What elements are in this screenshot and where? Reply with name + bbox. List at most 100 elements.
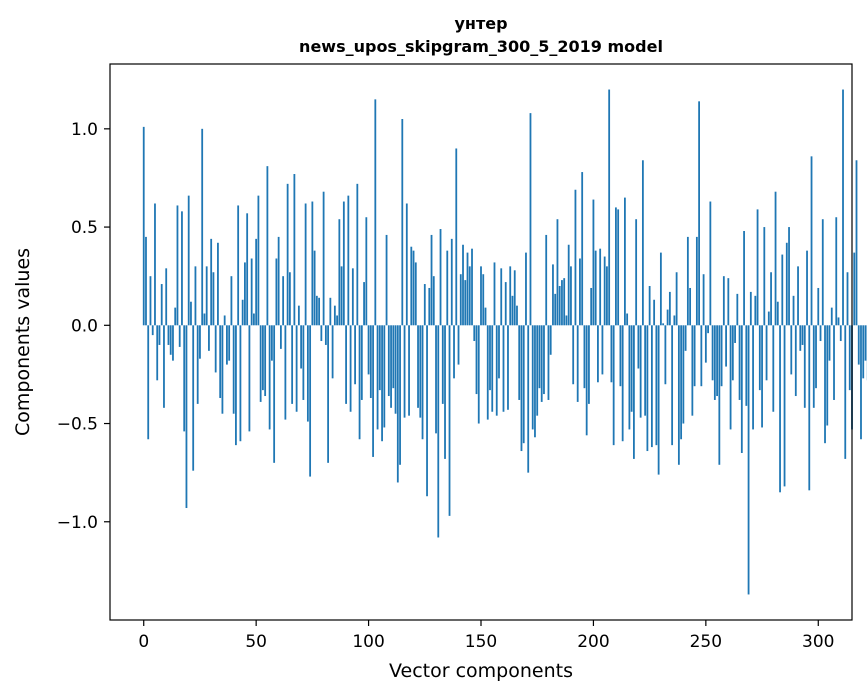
- bar-225: [648, 286, 651, 326]
- y-axis-label: Components values: [12, 248, 34, 436]
- bar-140: [457, 325, 460, 365]
- bar-48: [250, 258, 253, 326]
- bar-44: [241, 299, 244, 326]
- bar-304: [826, 325, 829, 426]
- bar-266: [740, 325, 743, 453]
- bar-84: [331, 325, 334, 379]
- bar-301: [819, 325, 822, 342]
- bar-263: [734, 325, 736, 343]
- bar-152: [484, 307, 487, 326]
- bar-234: [668, 291, 671, 326]
- bar-73: [306, 325, 309, 422]
- bar-91: [347, 195, 350, 326]
- bar-254: [713, 325, 716, 400]
- bar-179: [545, 234, 548, 326]
- bar-210: [615, 207, 617, 326]
- bar-53: [262, 325, 264, 391]
- bar-206: [606, 266, 608, 326]
- bar-183: [554, 293, 557, 326]
- bar-260: [727, 278, 730, 326]
- bar-287: [788, 227, 790, 326]
- bar-39: [230, 276, 233, 326]
- bar-27: [203, 313, 206, 326]
- bar-116: [403, 325, 406, 418]
- x-axis: 0 50 100 150 200 250 300: [138, 620, 834, 652]
- bar-162: [507, 325, 509, 410]
- bar-98: [363, 282, 365, 326]
- bar-194: [579, 258, 581, 326]
- bar-264: [736, 293, 739, 326]
- bar-145: [468, 266, 471, 326]
- bar-129: [432, 276, 435, 326]
- bar-158: [498, 325, 500, 379]
- bar-236: [673, 315, 676, 326]
- bar-274: [758, 325, 761, 391]
- bar-105: [378, 325, 381, 391]
- bar-316: [853, 252, 856, 326]
- bar-199: [590, 287, 593, 326]
- bar-224: [646, 325, 649, 452]
- bar-42: [237, 205, 240, 326]
- bar-281: [774, 191, 777, 326]
- bar-30: [210, 238, 213, 326]
- bar-107: [383, 325, 386, 428]
- bar-170: [525, 252, 527, 326]
- bar-41: [235, 325, 237, 446]
- bar-244: [691, 325, 694, 416]
- bar-6: [156, 325, 159, 381]
- bar-60: [277, 236, 280, 326]
- bar-222: [641, 160, 644, 326]
- bar-259: [725, 325, 727, 367]
- bar-177: [540, 325, 543, 402]
- bar-136: [448, 325, 451, 516]
- bar-133: [441, 325, 444, 404]
- bar-251: [707, 325, 709, 334]
- bar-319: [860, 325, 862, 440]
- bar-121: [414, 262, 417, 326]
- bar-190: [570, 266, 572, 326]
- bar-275: [761, 325, 763, 428]
- bar-212: [619, 325, 622, 387]
- bar-197: [585, 325, 588, 436]
- bar-130: [435, 325, 437, 434]
- bar-143: [464, 280, 467, 326]
- bar-4: [151, 325, 154, 336]
- chart-title-line1: унтер: [454, 14, 507, 33]
- bar-52: [259, 325, 262, 402]
- bar-79: [320, 325, 323, 342]
- chart-title-line2: news_upos_skipgram_300_5_2019 model: [299, 37, 663, 56]
- bar-9: [163, 325, 165, 408]
- bar-289: [792, 295, 795, 326]
- bar-221: [639, 325, 642, 418]
- bar-95: [356, 183, 359, 326]
- bar-36: [223, 315, 226, 326]
- y-tick-label-1: −0.5: [57, 415, 98, 435]
- bar-295: [806, 250, 808, 326]
- bar-306: [830, 307, 833, 326]
- bar-257: [720, 325, 723, 387]
- bar-207: [608, 89, 611, 326]
- bar-255: [716, 325, 718, 397]
- bar-156: [493, 262, 496, 326]
- bar-168: [520, 325, 523, 452]
- bar-203: [599, 248, 602, 326]
- bar-23: [194, 266, 197, 326]
- bar-88: [340, 266, 343, 326]
- bar-226: [650, 325, 653, 448]
- x-tick-label-300: 300: [802, 632, 834, 652]
- bar-71: [302, 325, 305, 400]
- bar-292: [799, 325, 802, 351]
- bar-19: [185, 325, 188, 509]
- bar-313: [846, 272, 849, 326]
- bar-273: [756, 209, 759, 326]
- bar-131: [437, 325, 440, 538]
- bar-57: [270, 325, 273, 361]
- bar-86: [336, 315, 338, 326]
- bar-108: [385, 234, 388, 326]
- y-tick-label-0: −1.0: [57, 513, 98, 533]
- bar-249: [702, 274, 705, 326]
- bar-38: [228, 325, 231, 361]
- bar-216: [628, 325, 631, 430]
- bar-270: [749, 291, 752, 326]
- bar-101: [369, 325, 372, 398]
